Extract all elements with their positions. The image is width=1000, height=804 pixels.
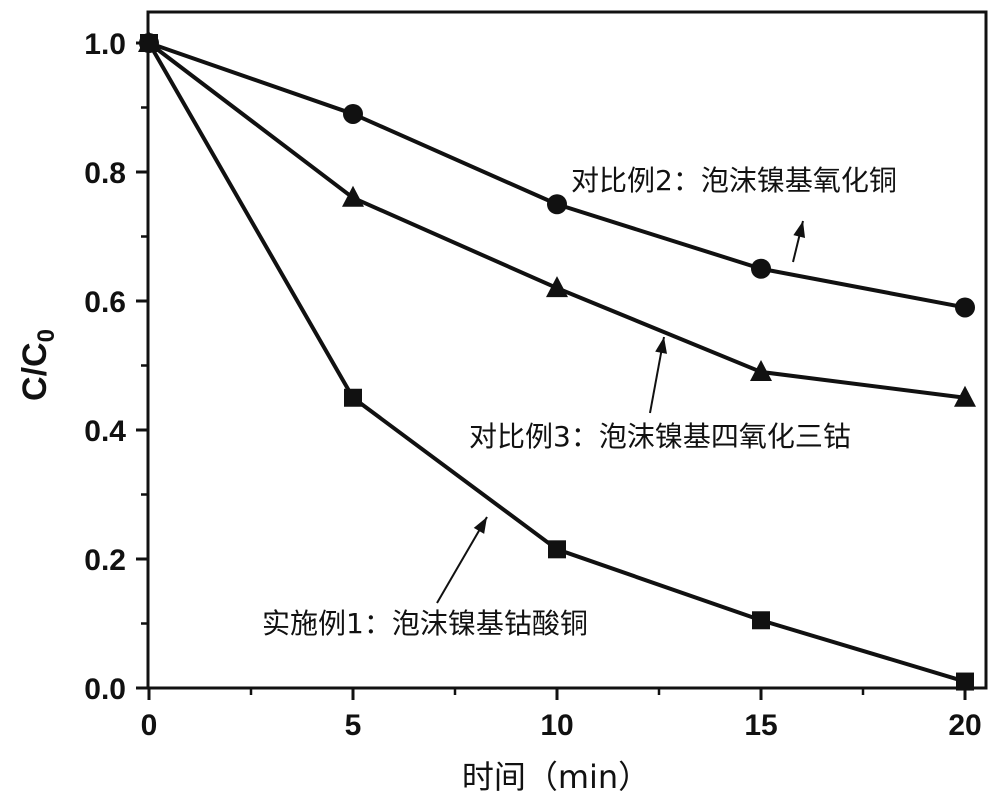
annotation-label: 对比例2：泡沫镍基氧化铜 (571, 164, 897, 197)
data-point-square (344, 388, 362, 407)
series-line (147, 42, 966, 684)
y-axis-title: C/C0 (16, 329, 60, 401)
plot-border (146, 10, 988, 690)
data-point-square (956, 672, 974, 691)
annotation-label: 对比例3：泡沫镍基四氧化三钴 (469, 420, 851, 453)
x-tick-label: 0 (141, 709, 158, 742)
annotation-arrowhead (473, 517, 487, 534)
series-line (147, 41, 966, 400)
data-point-triangle (546, 276, 568, 298)
annotation-arrow-shaft (436, 516, 488, 604)
x-tick-label: 15 (744, 709, 777, 742)
data-point-triangle (750, 359, 772, 381)
data-point-circle (751, 258, 771, 279)
annotation-arrowhead (655, 337, 668, 354)
y-tick-label: 0.0 (84, 673, 126, 706)
data-point-circle (955, 297, 975, 318)
y-tick-label: 0.6 (84, 286, 126, 319)
data-point-square (752, 611, 770, 630)
x-tick-label: 5 (345, 709, 362, 742)
y-axis-title-subscript: 0 (33, 329, 60, 342)
y-axis: 0.0 0.2 0.4 0.6 0.8 1.0 (84, 28, 148, 706)
data-point-triangle (342, 185, 364, 207)
y-axis-title-main: C/C (16, 342, 54, 401)
x-tick-label: 20 (948, 709, 981, 742)
y-tick-label: 1.0 (84, 28, 126, 61)
data-point-circle (547, 194, 567, 215)
x-axis-title: 时间（min） (462, 758, 650, 796)
x-axis: 0 5 10 15 20 (141, 688, 982, 742)
x-tick-label: 10 (540, 709, 573, 742)
data-point-triangle (138, 31, 160, 52)
annotation-arrowhead (793, 221, 806, 238)
y-tick-label: 0.4 (84, 415, 126, 448)
data-point-circle (343, 103, 363, 124)
data-point-square (548, 540, 566, 559)
data-point-triangle (954, 385, 976, 407)
annotation-layer: 对比例2：泡沫镍基氧化铜 对比例3：泡沫镍基四氧化三钴 实施例1：泡沫镍基钴酸铜 (262, 164, 897, 640)
series-layer (138, 31, 976, 691)
annotation-label: 实施例1：泡沫镍基钴酸铜 (262, 607, 588, 640)
arrow-layer (436, 220, 806, 604)
plot-frame (146, 10, 988, 690)
y-tick-label: 0.2 (84, 544, 126, 577)
y-tick-label: 0.8 (84, 157, 126, 190)
